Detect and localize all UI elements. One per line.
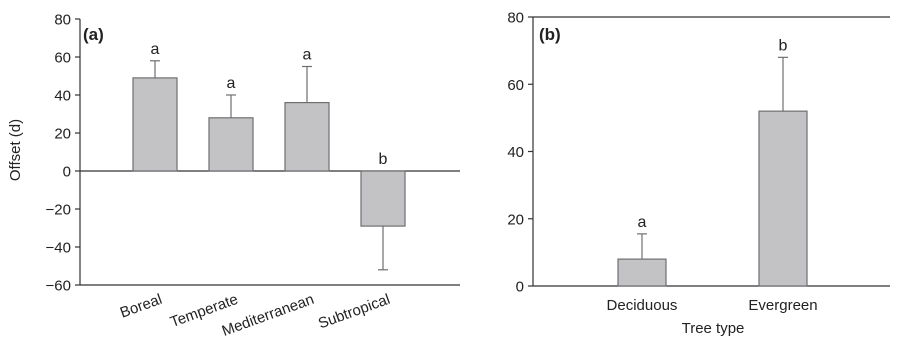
panel-a-y-axis-label: Offset (d) (7, 119, 24, 181)
panel-b-significance-letter: b (779, 37, 788, 54)
panel-a-y-tick-label: −20 (46, 202, 71, 219)
panel-a-significance-letter: a (303, 47, 312, 64)
panel-a-y-tick-label: 80 (54, 12, 71, 29)
panel-a-bar (360, 170, 406, 227)
panel-b-y-tick-label: 60 (507, 77, 524, 94)
panel-b-x-axis-label: Tree type (682, 320, 745, 337)
panel-a-bar (132, 77, 178, 172)
panel-a-label: (a) (83, 25, 104, 44)
panel-a-y-tick-label: 0 (63, 164, 71, 181)
panel-a-category-label: Boreal (118, 291, 165, 322)
panel-b-category-label: Deciduous (607, 297, 678, 314)
panel-b-y-tick-label: 20 (507, 211, 524, 228)
panel-a-significance-letter: b (379, 151, 388, 168)
panel-a-chart: (a) Offset (d) −60 −40 −20 0 20 40 60 80 a Boreal… (7, 12, 460, 340)
panel-a-y-tick-label: −40 (46, 240, 71, 257)
panel-b-bar (617, 258, 667, 287)
panel-a-y-tick-label: −60 (46, 278, 71, 295)
panel-a-category-label: Subtropical (316, 291, 392, 333)
panel-a-y-tick-label: 40 (54, 88, 71, 105)
panel-a-y-tick-label: 60 (54, 50, 71, 67)
panel-a-bar (284, 101, 330, 172)
panel-b-label: (b) (539, 25, 561, 44)
panel-b-category-label: Evergreen (748, 297, 817, 314)
panel-a-significance-letter: a (227, 75, 236, 92)
panel-a-significance-letter: a (151, 41, 160, 58)
panel-b-y-tick-label: 40 (507, 144, 524, 161)
panel-a-bar (208, 117, 254, 172)
panel-b-y-tick-label: 80 (507, 10, 524, 27)
panel-b-significance-letter: a (638, 214, 647, 231)
panel-a-y-tick-label: 20 (54, 126, 71, 143)
panel-b-chart: (b) Tree type 0 20 40 60 80 a Deciduous b Evergr… (507, 10, 890, 337)
panel-b-bar (758, 110, 808, 287)
panel-b-y-tick-label: 0 (516, 279, 524, 296)
